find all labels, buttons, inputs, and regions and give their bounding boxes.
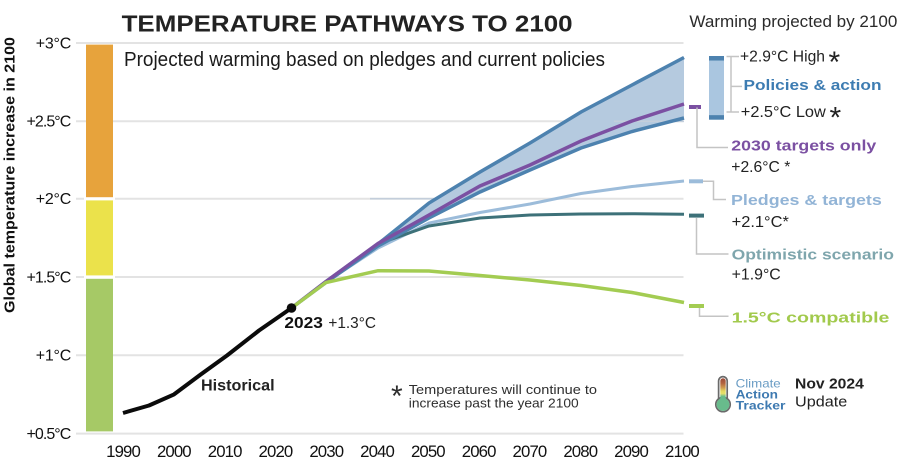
svg-text:2000: 2000 [157,442,192,461]
svg-text:Update: Update [795,394,847,411]
svg-text:+2.6°C *: +2.6°C * [731,159,790,176]
svg-text:+1.5°C: +1.5°C [27,269,72,286]
svg-text:+0.5°C: +0.5°C [27,426,72,443]
svg-text:+1.9°C: +1.9°C [732,267,781,284]
svg-text:+2.1°C*: +2.1°C* [732,214,789,231]
svg-text:1990: 1990 [106,442,141,461]
svg-text:+2.5°C Low: +2.5°C Low [741,104,826,121]
svg-text:*: * [391,380,403,413]
svg-text:*: * [830,102,842,135]
svg-text:+1°C: +1°C [36,348,72,365]
svg-text:2010: 2010 [208,442,243,461]
svg-text:Historical: Historical [201,378,275,395]
svg-text:2030: 2030 [309,442,344,461]
svg-text:2040: 2040 [360,442,395,461]
svg-text:2020: 2020 [259,442,294,461]
svg-text:+1.3°C: +1.3°C [328,315,376,332]
svg-text:Pledges & targets: Pledges & targets [731,193,882,209]
svg-text:+2.9°C High: +2.9°C High [740,48,825,65]
svg-text:2100: 2100 [665,442,700,461]
svg-text:Action: Action [736,388,778,402]
svg-text:Projected warming based on ple: Projected warming based on pledges and c… [124,48,605,71]
svg-text:Climate: Climate [736,377,781,391]
svg-text:Temperatures will continue to: Temperatures will continue to [409,383,597,397]
svg-text:Warming projected by 2100: Warming projected by 2100 [689,13,897,31]
svg-text:TEMPERATURE PATHWAYS TO 2100: TEMPERATURE PATHWAYS TO 2100 [122,11,573,37]
svg-text:increase past the year 2100: increase past the year 2100 [409,397,579,411]
svg-text:Nov 2024: Nov 2024 [795,376,864,393]
svg-text:2050: 2050 [411,442,446,461]
svg-text:1.5°C compatible: 1.5°C compatible [732,311,890,327]
svg-text:2030 targets only: 2030 targets only [731,139,876,155]
svg-text:+3°C: +3°C [36,35,72,52]
svg-text:Global temperature increase in: Global temperature increase in 2100 [2,37,19,313]
svg-text:2080: 2080 [563,442,598,461]
svg-text:2060: 2060 [462,442,497,461]
svg-text:+2°C: +2°C [36,191,72,208]
svg-text:+2.5°C: +2.5°C [27,114,72,131]
svg-text:Policies & action: Policies & action [744,78,882,94]
svg-text:Tracker: Tracker [736,399,786,413]
svg-text:*: * [829,46,841,79]
svg-text:2090: 2090 [614,442,649,461]
svg-text:Optimistic scenario: Optimistic scenario [732,248,894,264]
svg-text:2023: 2023 [284,315,323,332]
svg-text:2070: 2070 [513,442,548,461]
